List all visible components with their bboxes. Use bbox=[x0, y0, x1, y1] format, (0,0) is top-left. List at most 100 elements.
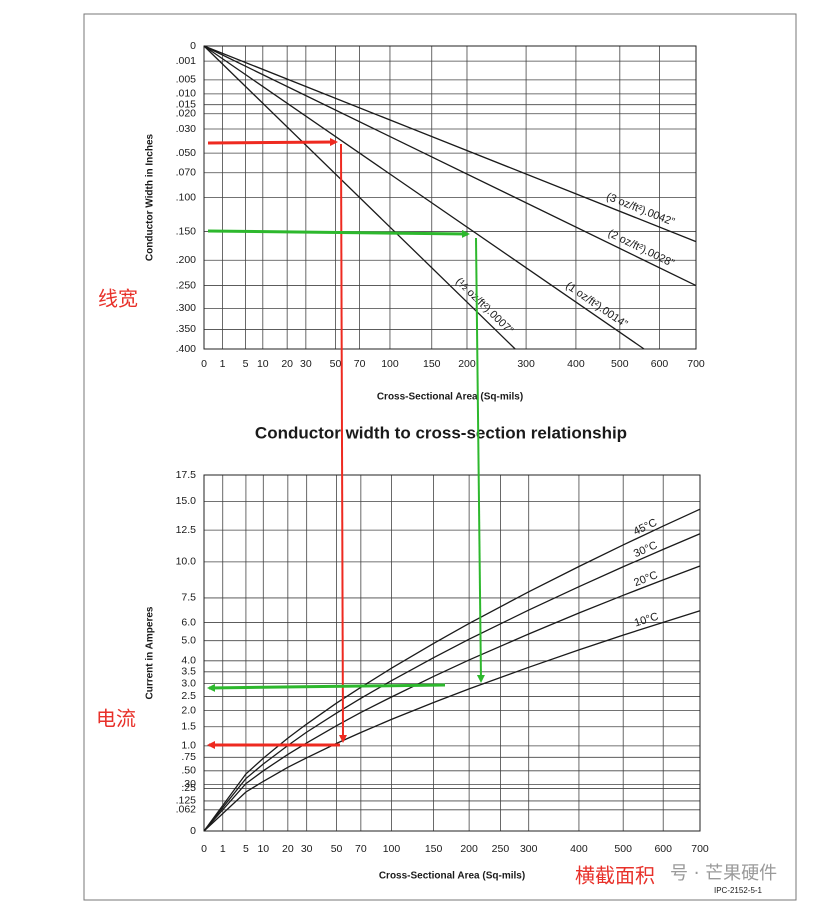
y-tick-label: 17.5 bbox=[176, 469, 197, 481]
x-tick-label: 500 bbox=[611, 358, 629, 370]
x-tick-label: 300 bbox=[520, 843, 538, 855]
y-tick-label: .125 bbox=[176, 795, 197, 807]
y-tick-label: .070 bbox=[176, 167, 197, 179]
y-tick-label: .350 bbox=[176, 323, 197, 335]
x-tick-label: 30 bbox=[300, 358, 312, 370]
guide-arrow bbox=[207, 138, 338, 147]
y-tick-label: 7.5 bbox=[181, 592, 196, 604]
curve bbox=[203, 533, 701, 832]
curve bbox=[203, 45, 516, 350]
curve bbox=[203, 565, 701, 832]
x-tick-label: 700 bbox=[687, 358, 705, 370]
guides bbox=[207, 138, 485, 749]
x-tick-label: 1 bbox=[220, 843, 226, 855]
x-tick-label: 5 bbox=[243, 843, 249, 855]
y-tick-label: .200 bbox=[176, 254, 197, 266]
figure-id: IPC-2152-5-1 bbox=[714, 886, 763, 895]
y-tick-label: .015 bbox=[176, 98, 197, 110]
y-tick-label: 1.5 bbox=[181, 721, 196, 733]
curve-label: (2 oz/ft²).0028” bbox=[606, 227, 676, 270]
y-tick-label: .30 bbox=[181, 778, 196, 790]
curve-label: (½ oz/ft²).0007” bbox=[453, 276, 515, 337]
x-tick-label: 30 bbox=[301, 843, 313, 855]
y-tick-label: .25 bbox=[181, 782, 196, 794]
y-tick-label: .030 bbox=[176, 123, 197, 135]
x-tick-label: 50 bbox=[330, 358, 342, 370]
y-tick-label: 5.0 bbox=[181, 634, 196, 646]
plot-border bbox=[203, 474, 701, 832]
x-tick-label: 20 bbox=[281, 358, 293, 370]
y-tick-label: .100 bbox=[176, 191, 197, 203]
plot-border bbox=[203, 45, 697, 350]
y-tick-label: 3.0 bbox=[181, 677, 196, 689]
x-axis-title: Cross-Sectional Area (Sq-mils) bbox=[379, 871, 525, 882]
y-tick-label: .001 bbox=[176, 55, 197, 67]
x-tick-label: 5 bbox=[243, 358, 249, 370]
y-tick-label: 1.0 bbox=[181, 740, 196, 752]
y-tick-label: 2.5 bbox=[181, 690, 196, 702]
curve-label: 10°C bbox=[633, 611, 660, 630]
x-tick-label: 0 bbox=[201, 358, 207, 370]
y-tick-label: 4.0 bbox=[181, 655, 196, 667]
x-tick-label: 700 bbox=[691, 843, 709, 855]
x-tick-label: 200 bbox=[460, 843, 478, 855]
chart-title: Conductor width to cross-section relatio… bbox=[255, 423, 627, 442]
curve bbox=[203, 45, 697, 287]
x-tick-label: 100 bbox=[381, 358, 399, 370]
y-tick-label: 12.5 bbox=[176, 524, 197, 536]
y-tick-label: 0 bbox=[190, 825, 196, 837]
curve bbox=[203, 45, 697, 243]
y-tick-label: .75 bbox=[181, 751, 196, 763]
x-tick-label: 500 bbox=[614, 843, 632, 855]
guide-arrow bbox=[338, 143, 347, 743]
y-tick-label: 10.0 bbox=[176, 556, 197, 568]
x-tick-label: 50 bbox=[331, 843, 343, 855]
x-tick-label: 10 bbox=[257, 358, 269, 370]
guide-arrow bbox=[207, 229, 470, 238]
y-tick-label: 15.0 bbox=[176, 495, 197, 507]
y-tick-label: .250 bbox=[176, 279, 197, 291]
x-tick-label: 200 bbox=[458, 358, 476, 370]
x-tick-label: 0 bbox=[201, 843, 207, 855]
frame bbox=[83, 13, 797, 901]
x-tick-label: 100 bbox=[383, 843, 401, 855]
x-tick-label: 70 bbox=[355, 843, 367, 855]
current-note: 电流 bbox=[96, 707, 136, 731]
width-note: 线宽 bbox=[98, 287, 138, 311]
x-tick-label: 1 bbox=[220, 358, 226, 370]
x-tick-label: 70 bbox=[354, 358, 366, 370]
y-tick-label: .010 bbox=[176, 88, 197, 100]
guide-arrow bbox=[475, 237, 485, 683]
y-tick-label: 6.0 bbox=[181, 616, 196, 628]
y-tick-label: .020 bbox=[176, 108, 197, 120]
x-tick-label: 150 bbox=[425, 843, 443, 855]
x-tick-label: 250 bbox=[492, 843, 510, 855]
y-tick-label: .050 bbox=[176, 147, 197, 159]
y-axis-title: Current in Amperes bbox=[145, 606, 156, 699]
y-tick-label: .150 bbox=[176, 225, 197, 237]
curve bbox=[203, 508, 701, 832]
curve bbox=[203, 45, 645, 350]
y-axis-title: Conductor Width in Inches bbox=[145, 134, 156, 262]
y-tick-label: 3.5 bbox=[181, 666, 196, 678]
plots: 0 1 5 10 20 30 50 70 100 150 200 300 400 500 600 7000.0… bbox=[145, 40, 709, 882]
x-tick-label: 20 bbox=[282, 843, 294, 855]
x-tick-label: 400 bbox=[570, 843, 588, 855]
x-tick-label: 400 bbox=[567, 358, 585, 370]
x-tick-label: 150 bbox=[423, 358, 441, 370]
y-tick-label: .300 bbox=[176, 302, 197, 314]
curve bbox=[203, 610, 701, 832]
y-tick-label: 2.0 bbox=[181, 704, 196, 716]
area-note: 横截面积 bbox=[575, 864, 655, 888]
y-tick-label: .005 bbox=[176, 74, 197, 86]
x-tick-label: 600 bbox=[651, 358, 669, 370]
guide-arrow bbox=[207, 683, 446, 692]
x-axis-title: Cross-Sectional Area (Sq-mils) bbox=[377, 392, 523, 403]
watermark: 号 · 芒果硬件 bbox=[670, 863, 777, 884]
y-tick-label: .062 bbox=[176, 804, 197, 816]
y-tick-label: .50 bbox=[181, 765, 196, 777]
x-tick-label: 10 bbox=[257, 843, 269, 855]
x-tick-label: 600 bbox=[654, 843, 672, 855]
y-tick-label: 0 bbox=[190, 40, 196, 52]
